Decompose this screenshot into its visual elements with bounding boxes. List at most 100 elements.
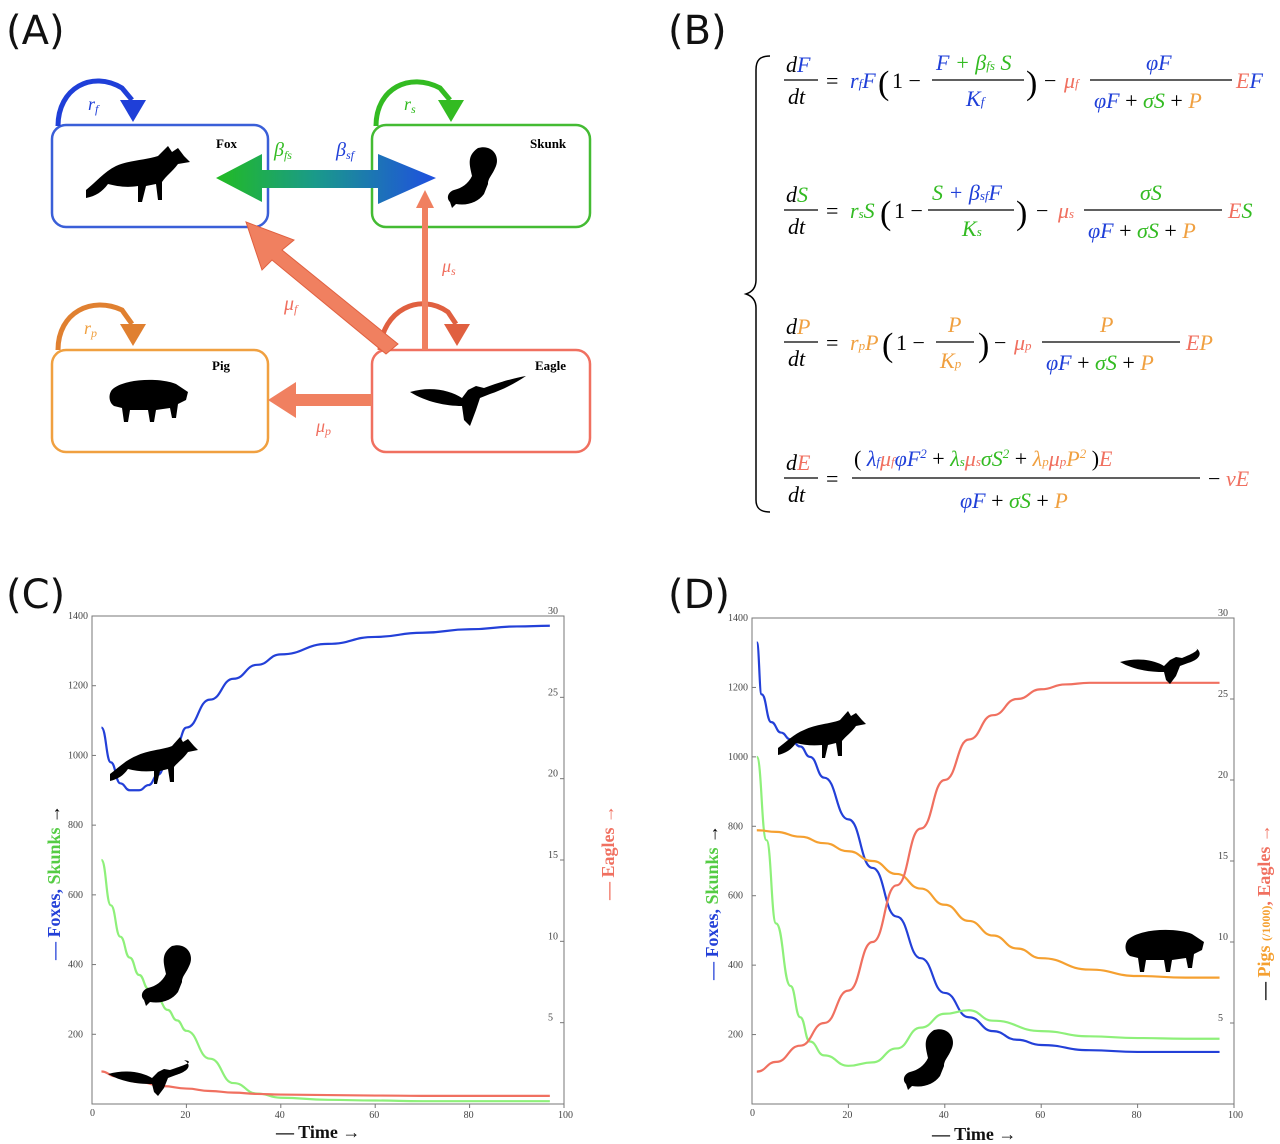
arrow-label-beta-sf-sub: sf <box>346 148 356 162</box>
x-axis-label-c: — Time → <box>275 1122 360 1142</box>
predation-arrow-fox: μf <box>245 221 399 355</box>
svg-text:dt: dt <box>788 482 806 507</box>
svg-text:): ) <box>1026 65 1037 102</box>
y-right-tick-label: 25 <box>1218 689 1228 700</box>
fox-box: Fox <box>50 123 270 229</box>
svg-text:1 −: 1 − <box>892 68 921 93</box>
y-right-tick-label: 5 <box>548 1013 553 1024</box>
svg-text:=: = <box>826 68 838 93</box>
panel-label-d: (D) <box>668 572 731 618</box>
chart-panel-c: 0 20 40 60 80 100 200 400 600 800 1000 1200 1400 5 10 1… <box>44 606 618 1142</box>
predation-arrow-skunk: μs <box>416 190 456 350</box>
svg-text:Kp: Kp <box>939 348 962 373</box>
svg-text:EP: EP <box>1185 330 1213 355</box>
arrow-label-beta-fs-sub: fs <box>284 148 292 162</box>
equation-fox: dF dt = rfF ( 1 − F + βfs S Kf ) − μf φF… <box>784 50 1263 113</box>
svg-text:Kf: Kf <box>965 86 987 111</box>
pig-box: Pig <box>50 348 270 454</box>
y-left-tick-label: 1400 <box>68 611 88 622</box>
competition-arrow: βfs βsf <box>216 139 436 204</box>
arrow-label-beta-fs: β <box>273 139 284 161</box>
eagle-box-label: Eagle <box>535 358 566 373</box>
svg-text:−: − <box>1036 198 1048 223</box>
y-right-tick-label: 20 <box>1218 770 1228 781</box>
y-right-tick-label: 20 <box>548 769 558 780</box>
loop-label-r-f: r <box>88 94 96 114</box>
x-tick-label: 100 <box>1228 1110 1243 1121</box>
panel-label-b: (B) <box>668 8 727 54</box>
x-tick-label: 60 <box>1035 1110 1045 1121</box>
svg-text:Ks: Ks <box>961 216 982 241</box>
eagle-icon <box>108 1060 189 1096</box>
series-line-fox <box>100 624 550 792</box>
x-tick-label: 20 <box>180 1110 190 1121</box>
svg-text:rpP: rpP <box>850 330 879 355</box>
x-tick-label: 0 <box>750 1108 755 1119</box>
arrow-label-mu-s-sub: s <box>451 264 456 278</box>
y-left-tick-label: 1200 <box>728 682 748 693</box>
svg-text:): ) <box>978 327 989 364</box>
loop-label-r-f-sub: f <box>95 102 100 116</box>
food-web-diagram: Fox Skunk Pig Eagle <box>50 78 592 454</box>
svg-text:φF: φF <box>1146 50 1172 75</box>
svg-text:βsf: βsf <box>335 139 356 162</box>
fox-growth-loop: rf <box>55 78 146 127</box>
svg-text:rfF: rfF <box>850 68 876 93</box>
svg-text:(: ( <box>882 327 893 364</box>
pig-silhouette-icon <box>109 379 188 422</box>
plot-frame-c <box>91 615 565 1105</box>
svg-text:dP: dP <box>786 314 810 339</box>
svg-text:=: = <box>826 466 838 491</box>
svg-text:φF + σS + P: φF + σS + P <box>1094 88 1202 113</box>
skunk-silhouette-icon <box>447 147 498 208</box>
loop-label-r-s: r <box>404 94 412 114</box>
y-axis-label-left-d: — Foxes, Skunks → <box>702 825 722 981</box>
svg-text:): ) <box>1016 195 1027 232</box>
skunk-icon <box>903 1029 954 1090</box>
svg-text:F + βfs S: F + βfs S <box>935 50 1011 75</box>
svg-text:S + βsfF: S + βsfF <box>932 180 1002 205</box>
svg-text:σS: σS <box>1140 180 1162 205</box>
arrow-label-mu-p-sub: p <box>324 424 331 438</box>
x-tick-label: 60 <box>369 1110 379 1121</box>
svg-text:dF: dF <box>786 52 811 77</box>
y-right-tick-label: 25 <box>548 687 558 698</box>
pig-box-label: Pig <box>212 358 231 373</box>
svg-text:φF + σS + P: φF + σS + P <box>1088 218 1196 243</box>
eq3-lhs-variable: P <box>796 314 810 339</box>
fox-silhouette-icon <box>86 146 190 202</box>
eq4-lhs-variable: E <box>796 450 811 475</box>
series-line-fox <box>755 641 1220 1054</box>
series-line-pig <box>756 829 1220 979</box>
y-right-tick-label: 5 <box>1218 1013 1223 1024</box>
y-right-tick-label: 10 <box>1218 932 1228 943</box>
skunk-icon <box>141 945 192 1006</box>
eagle-box: Eagle <box>370 348 592 454</box>
panel-label-c: (C) <box>6 572 66 618</box>
svg-text:ES: ES <box>1227 198 1252 223</box>
panel-label-a: (A) <box>6 8 65 54</box>
svg-text:P: P <box>947 312 961 337</box>
y-right-tick-label: 15 <box>1218 851 1228 862</box>
svg-text:μf: μf <box>283 293 299 316</box>
eagle-silhouette-icon <box>410 376 526 426</box>
x-tick-label: 100 <box>558 1110 573 1121</box>
svg-text:rs: rs <box>404 94 416 116</box>
predation-arrow-pig: μp <box>268 382 372 438</box>
equation-pig: dP dt = rpP ( 1 − P Kp ) − μp P φF + σS … <box>784 312 1213 375</box>
svg-text:βfs: βfs <box>273 139 292 162</box>
y-right-tick-label: 10 <box>548 931 558 942</box>
y-right-tick-label: 15 <box>548 850 558 861</box>
y-left-tick-label: 200 <box>728 1030 743 1041</box>
eagle-icon <box>1120 648 1200 684</box>
arrow-label-mu-s: μ <box>441 256 451 276</box>
y-left-tick-label: 1200 <box>68 681 88 692</box>
svg-text:νE: νE <box>1226 466 1250 491</box>
svg-text:rf: rf <box>88 94 100 116</box>
svg-text:dE: dE <box>786 450 811 475</box>
y-right-tick-label: 30 <box>1218 608 1228 619</box>
svg-text:−: − <box>1044 68 1056 93</box>
y-left-tick-label: 800 <box>68 820 83 831</box>
chart-panel-d: 0 20 40 60 80 100 200 400 600 800 1000 1200 1400 5 10 1… <box>702 608 1274 1144</box>
